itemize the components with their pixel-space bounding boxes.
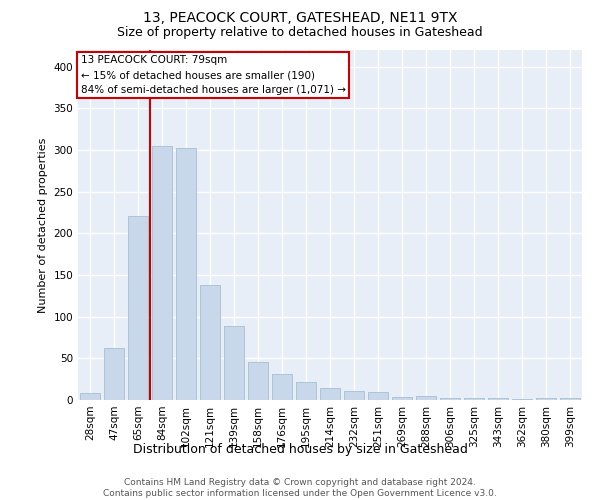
Bar [488, 398, 508, 400]
Bar [80, 392, 100, 400]
Text: 13, PEACOCK COURT, GATESHEAD, NE11 9TX: 13, PEACOCK COURT, GATESHEAD, NE11 9TX [143, 11, 457, 25]
Text: 13 PEACOCK COURT: 79sqm
← 15% of detached houses are smaller (190)
84% of semi-d: 13 PEACOCK COURT: 79sqm ← 15% of detache… [80, 56, 346, 95]
Bar [320, 388, 340, 400]
Bar [272, 374, 292, 400]
Bar [224, 326, 244, 400]
Bar [128, 216, 148, 400]
Bar [536, 398, 556, 400]
Bar [464, 398, 484, 400]
Bar [392, 396, 412, 400]
Bar [152, 146, 172, 400]
Bar [104, 348, 124, 400]
Bar [440, 398, 460, 400]
Text: Size of property relative to detached houses in Gateshead: Size of property relative to detached ho… [117, 26, 483, 39]
Bar [368, 392, 388, 400]
Y-axis label: Number of detached properties: Number of detached properties [38, 138, 48, 312]
Bar [176, 148, 196, 400]
Bar [416, 396, 436, 400]
Bar [200, 285, 220, 400]
Bar [344, 391, 364, 400]
Bar [296, 382, 316, 400]
Bar [248, 362, 268, 400]
Bar [512, 399, 532, 400]
Text: Distribution of detached houses by size in Gateshead: Distribution of detached houses by size … [133, 442, 467, 456]
Bar [560, 398, 580, 400]
Text: Contains HM Land Registry data © Crown copyright and database right 2024.
Contai: Contains HM Land Registry data © Crown c… [103, 478, 497, 498]
